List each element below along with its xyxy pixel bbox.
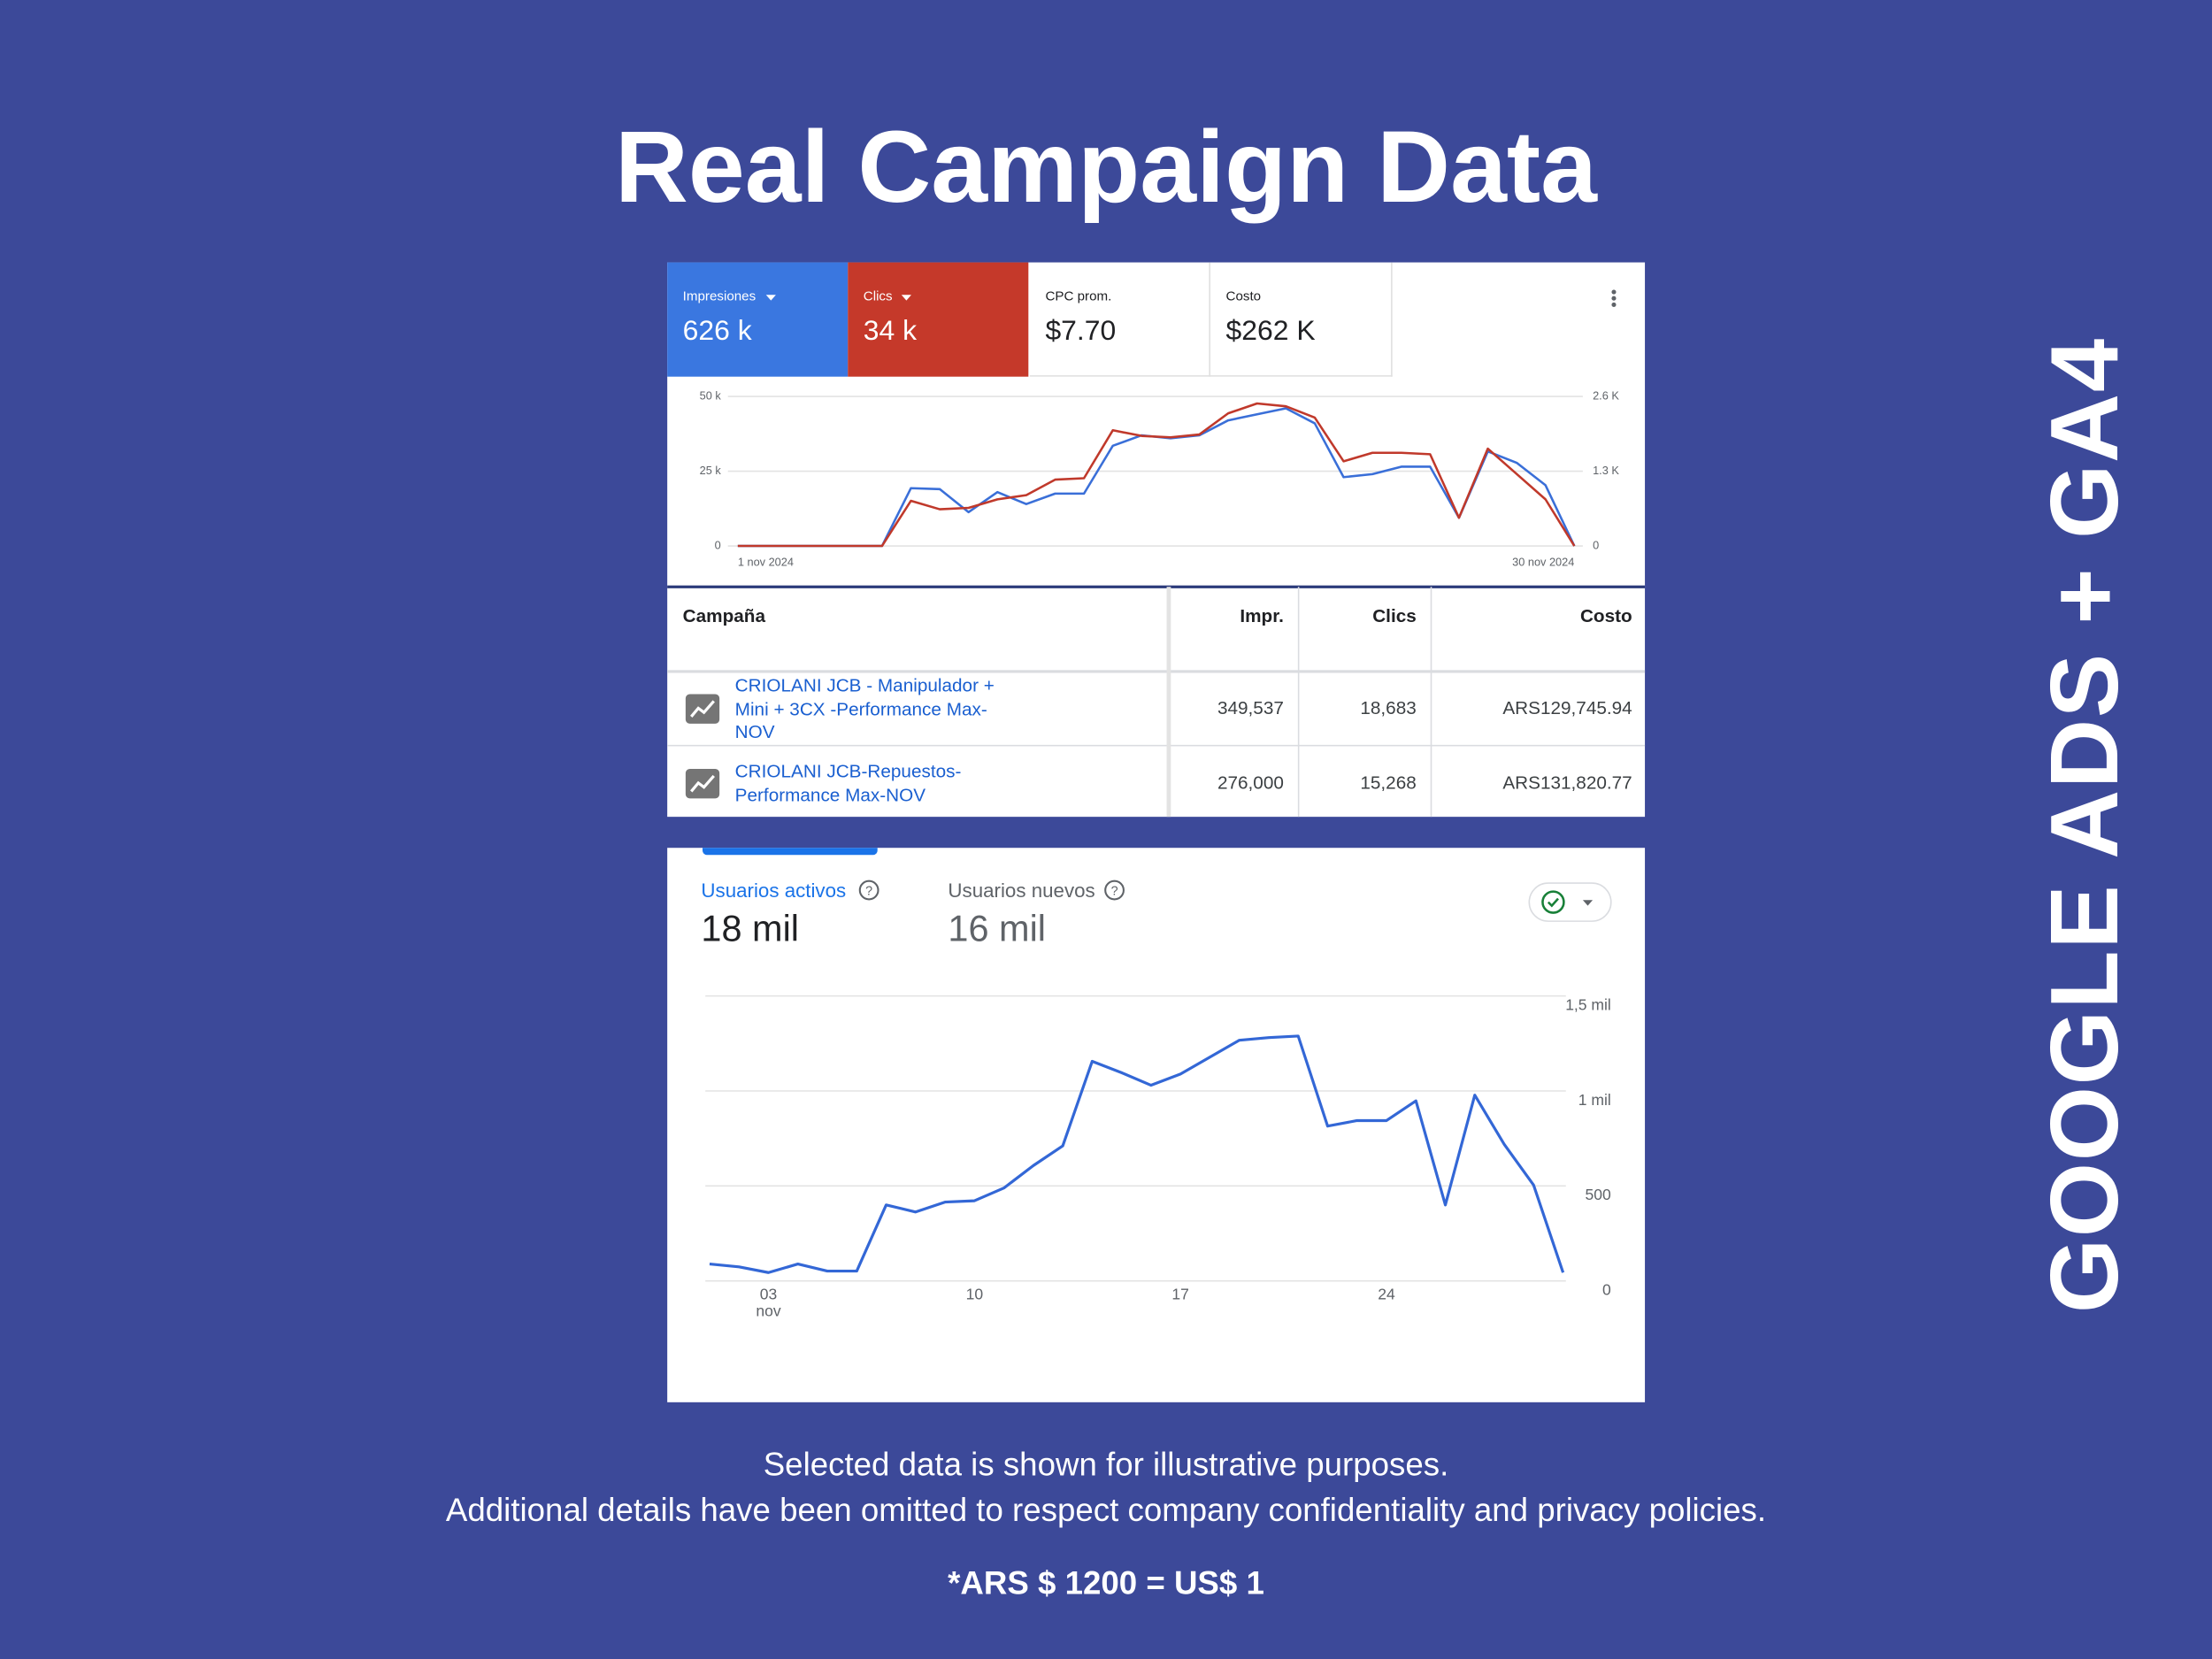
help-icon[interactable] [858,879,1125,901]
column-divider [1297,587,1300,818]
metric-label: Costo [1225,288,1262,305]
y-tick-label: 1,5 mil [1565,995,1611,1013]
cell: 15,268 [1360,772,1417,794]
campaign-link[interactable]: CRIOLANI JCB-Repuestos-Performance Max-N… [734,760,962,805]
data-line [709,1034,1565,1274]
y-tick-label: 500 [1586,1186,1611,1203]
y-tick-label: 1 mil [1578,1091,1611,1109]
y-tick-label: 1.3 K [1593,464,1619,477]
column-divider [1166,587,1171,818]
column-header[interactable]: Impr. [1240,604,1284,626]
metric-value: $7.70 [1045,316,1117,348]
metric-value: 16 mil [948,907,1047,950]
divider [667,670,1646,672]
x-tick-label: 03 [760,1285,777,1302]
y-tick-label: 50 k [700,388,722,402]
ga4-panel [667,848,1646,1402]
active-tab-indicator [703,848,878,856]
column-header[interactable]: Costo [1579,604,1632,626]
metric-value: $262 K [1225,316,1316,348]
metric-value: 34 k [863,316,918,348]
column-header[interactable]: Campaña [682,604,766,626]
metric-label: Clics [863,288,893,305]
y-tick-label: 0 [1593,538,1599,551]
column-header[interactable]: Clics [1372,604,1417,626]
metric-card[interactable]: Impresiones 626 k [667,262,849,377]
campaign-icon [685,694,720,799]
data-line [737,402,1576,548]
more-menu[interactable] [1611,289,1617,307]
cell: ARS131,820.77 [1502,772,1632,794]
x-tick-label: 24 [1378,1285,1395,1302]
footer-note: *ARS $ 1200 = US$ 1 [948,1564,1264,1601]
x-tick-label: 1 nov 2024 [738,556,794,569]
x-tick-label: 30 nov 2024 [1512,556,1574,569]
y-tick-label: 0 [715,538,721,551]
divider [667,744,1646,747]
metric-label: CPC prom. [1045,288,1112,305]
svg-text:?: ? [1111,885,1118,899]
y-tick-label: 2.6 K [1593,388,1619,402]
cell: 349,537 [1217,696,1284,718]
metric-label[interactable]: Usuarios activos [701,879,847,902]
y-tick-label: 25 k [700,464,722,477]
slide-title: Real Campaign Data [614,111,1597,225]
footer-note: Additional details have been omitted to … [445,1491,1767,1528]
metric-value: 18 mil [701,907,799,950]
metric-card[interactable]: CPC prom. $7.70 [1029,262,1210,377]
metric-card[interactable]: Costo $262 K [1210,262,1393,377]
help-icon-glyph: ?? [865,885,1118,899]
divider [667,585,1646,588]
footer-note: Selected data is shown for illustrative … [763,1446,1449,1483]
y-tick-label: 0 [1602,1280,1611,1298]
dropdown-arrow [765,295,911,301]
svg-text:?: ? [865,885,872,899]
comparison-dropdown[interactable] [1528,882,1612,922]
cell: 276,000 [1217,772,1284,794]
x-tick-label: 10 [966,1285,984,1302]
metric-card[interactable]: Clics 34 k [848,262,1029,377]
metric-label[interactable]: Usuarios nuevos [948,879,1095,902]
column-divider [1430,587,1432,818]
cell: ARS129,745.94 [1502,696,1632,718]
cell: 18,683 [1360,696,1417,718]
data-line [737,407,1576,548]
metric-value: 626 k [682,316,752,348]
x-tick-label: 17 [1171,1285,1188,1302]
campaign-link[interactable]: CRIOLANI JCB - Manipulador + Mini + 3CX … [734,674,995,742]
x-tick-sublabel: nov [756,1302,780,1319]
metric-label: Impresiones [682,288,757,305]
